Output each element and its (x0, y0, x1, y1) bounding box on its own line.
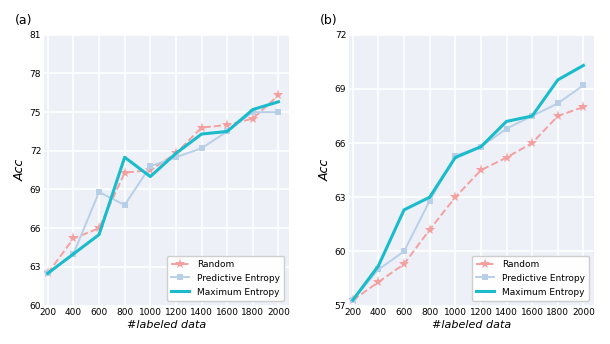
Maximum Entropy (554, 78, 561, 82)
Predictive Entropy (477, 144, 484, 149)
Predictive Entropy (528, 114, 536, 118)
Predictive Entropy (503, 127, 510, 131)
Random (426, 228, 433, 232)
Maximum Entropy (375, 264, 382, 268)
Predictive Entropy (223, 129, 231, 133)
Maximum Entropy (70, 252, 77, 256)
Predictive Entropy (70, 252, 77, 256)
X-axis label: #labeled data: #labeled data (432, 320, 511, 330)
Text: (b): (b) (320, 14, 337, 27)
Text: (a): (a) (15, 14, 32, 27)
Predictive Entropy (249, 110, 256, 114)
Random (554, 114, 561, 118)
Predictive Entropy (198, 146, 205, 150)
Random (223, 123, 231, 127)
Predictive Entropy (375, 267, 382, 271)
Maximum Entropy (44, 271, 51, 276)
Y-axis label: Acc: Acc (319, 159, 332, 181)
Maximum Entropy (249, 107, 256, 111)
Maximum Entropy (400, 208, 407, 212)
Random (503, 155, 510, 160)
Maximum Entropy (426, 195, 433, 199)
Maximum Entropy (349, 298, 356, 302)
Predictive Entropy (349, 298, 356, 302)
Predictive Entropy (121, 203, 128, 207)
Maximum Entropy (146, 174, 154, 179)
Predictive Entropy (426, 199, 433, 203)
Line: Random: Random (42, 90, 284, 279)
Predictive Entropy (274, 110, 282, 114)
Random (95, 226, 102, 230)
Predictive Entropy (44, 271, 51, 276)
Line: Maximum Entropy: Maximum Entropy (48, 102, 278, 273)
Maximum Entropy (172, 151, 179, 155)
Predictive Entropy (451, 154, 459, 158)
Random (172, 151, 179, 155)
Predictive Entropy (95, 190, 102, 194)
X-axis label: #labeled data: #labeled data (127, 320, 206, 330)
Line: Predictive Entropy: Predictive Entropy (350, 82, 587, 303)
Maximum Entropy (580, 63, 587, 67)
Maximum Entropy (95, 233, 102, 237)
Predictive Entropy (172, 155, 179, 159)
Maximum Entropy (451, 155, 459, 160)
Line: Random: Random (347, 101, 589, 306)
Maximum Entropy (274, 100, 282, 104)
Maximum Entropy (503, 119, 510, 123)
Maximum Entropy (528, 114, 536, 118)
Predictive Entropy (146, 164, 154, 168)
Y-axis label: Acc: Acc (14, 159, 27, 181)
Random (451, 195, 459, 199)
Random (44, 271, 51, 276)
Maximum Entropy (198, 132, 205, 136)
Maximum Entropy (121, 155, 128, 159)
Maximum Entropy (223, 129, 231, 133)
Random (477, 168, 484, 172)
Random (528, 141, 536, 145)
Random (580, 105, 587, 109)
Random (198, 126, 205, 130)
Legend: Random, Predictive Entropy, Maximum Entropy: Random, Predictive Entropy, Maximum Entr… (472, 256, 589, 301)
Line: Maximum Entropy: Maximum Entropy (353, 65, 583, 300)
Random (400, 262, 407, 266)
Random (249, 117, 256, 121)
Predictive Entropy (554, 101, 561, 105)
Random (274, 93, 282, 97)
Random (121, 171, 128, 175)
Legend: Random, Predictive Entropy, Maximum Entropy: Random, Predictive Entropy, Maximum Entr… (167, 256, 284, 301)
Random (375, 280, 382, 284)
Random (70, 236, 77, 240)
Random (146, 168, 154, 172)
Predictive Entropy (580, 83, 587, 87)
Random (349, 298, 356, 302)
Predictive Entropy (400, 249, 407, 254)
Line: Predictive Entropy: Predictive Entropy (45, 109, 282, 277)
Maximum Entropy (477, 144, 484, 149)
